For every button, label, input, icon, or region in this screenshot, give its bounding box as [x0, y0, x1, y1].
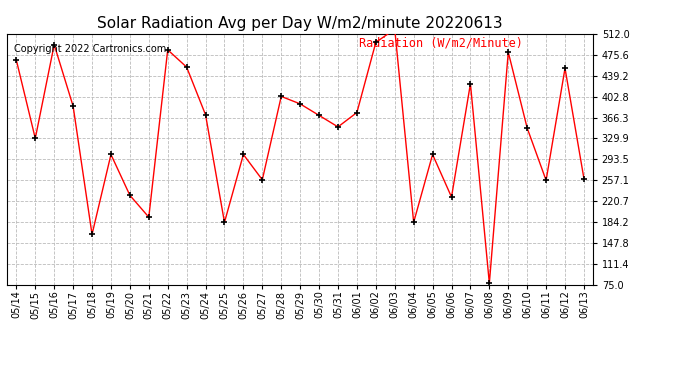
- Text: Radiation (W/m2/Minute): Radiation (W/m2/Minute): [359, 36, 523, 49]
- Title: Solar Radiation Avg per Day W/m2/minute 20220613: Solar Radiation Avg per Day W/m2/minute …: [97, 16, 503, 31]
- Text: Copyright 2022 Cartronics.com: Copyright 2022 Cartronics.com: [14, 45, 166, 54]
